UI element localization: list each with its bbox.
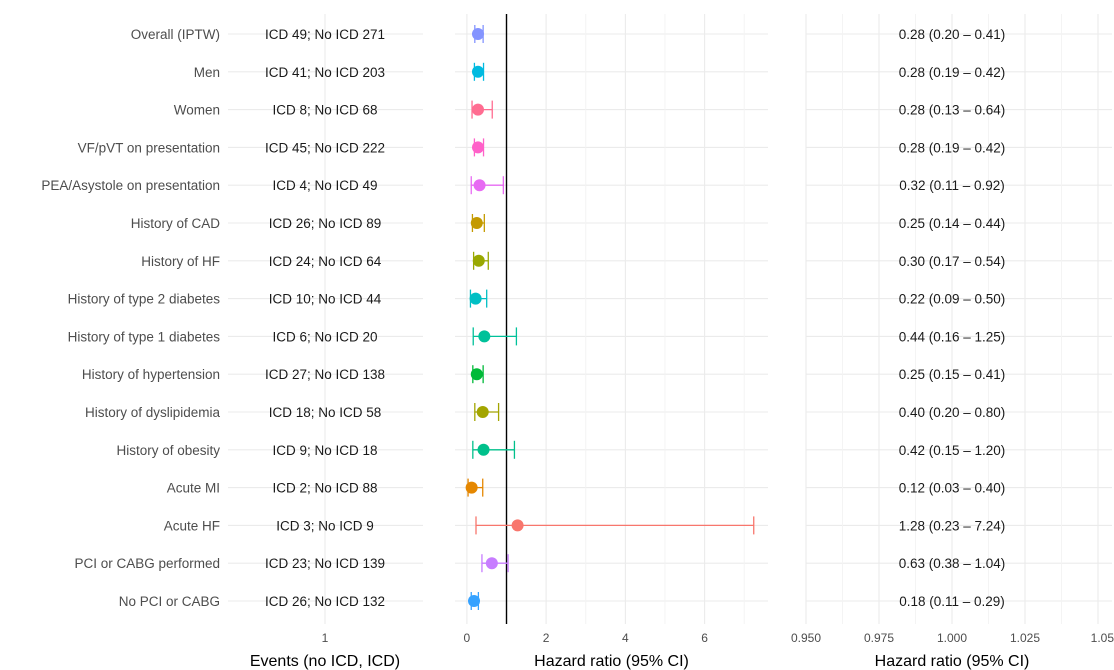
axes-layer: 1 Events (no ICD, ICD) 0 2 4 6 Hazard ratio (9… xyxy=(250,631,1114,670)
events-x-tick-label: 1 xyxy=(322,631,329,645)
events-count-label: ICD 8; No ICD 68 xyxy=(272,103,377,118)
hr-point xyxy=(470,368,483,381)
row-label: History of dyslipidemia xyxy=(85,405,221,420)
hr-ci-label: 0.30 (0.17 – 0.54) xyxy=(899,254,1006,269)
forest-x-tick-label: 0 xyxy=(464,631,471,645)
row-label: Men xyxy=(194,65,220,80)
events-count-label: ICD 18; No ICD 58 xyxy=(269,405,382,420)
hr-point xyxy=(471,141,484,154)
row-label: Acute HF xyxy=(164,518,220,533)
row-label: No PCI or CABG xyxy=(119,594,220,609)
events-count-label: ICD 6; No ICD 20 xyxy=(272,329,377,344)
hr-ci-label: 0.63 (0.38 – 1.04) xyxy=(899,556,1006,571)
hr-point xyxy=(511,519,524,532)
hr-ci-label: 0.28 (0.13 – 0.64) xyxy=(899,103,1006,118)
events-x-axis-title: Events (no ICD, ICD) xyxy=(250,653,400,670)
hr-point xyxy=(471,103,484,116)
hr-x-tick-label: 1.05 xyxy=(1091,631,1114,645)
hr-point xyxy=(472,254,485,267)
row-label: History of type 1 diabetes xyxy=(68,329,221,344)
row-label: PCI or CABG performed xyxy=(74,556,220,571)
row-label: PEA/Asystole on presentation xyxy=(41,178,220,193)
hr-point xyxy=(473,179,486,192)
events-count-label: ICD 41; No ICD 203 xyxy=(265,65,385,80)
hr-ci-label: 0.42 (0.15 – 1.20) xyxy=(899,443,1006,458)
events-count-label: ICD 26; No ICD 89 xyxy=(269,216,382,231)
forest-x-tick-label: 6 xyxy=(701,631,708,645)
grid-layer xyxy=(228,14,1112,624)
hr-point xyxy=(470,217,483,229)
hr-text-panel: 0.28 (0.20 – 0.41) 0.28 (0.19 – 0.42) 0.28… xyxy=(899,27,1006,609)
row-label: History of CAD xyxy=(131,216,221,231)
hr-point xyxy=(478,330,491,343)
events-count-label: ICD 9; No ICD 18 xyxy=(272,443,377,458)
row-label: History of obesity xyxy=(116,443,220,458)
events-count-label: ICD 24; No ICD 64 xyxy=(269,254,382,269)
events-count-label: ICD 4; No ICD 49 xyxy=(272,178,377,193)
hr-point xyxy=(476,406,489,418)
forest-x-axis-title: Hazard ratio (95% CI) xyxy=(534,653,689,670)
hr-point xyxy=(471,65,484,78)
events-count-label: ICD 45; No ICD 222 xyxy=(265,140,385,155)
events-count-label: ICD 49; No ICD 271 xyxy=(265,27,385,42)
hr-point xyxy=(485,557,498,570)
hr-ci-label: 0.28 (0.19 – 0.42) xyxy=(899,65,1006,80)
events-count-label: ICD 23; No ICD 139 xyxy=(265,556,385,571)
row-label: VF/pVT on presentation xyxy=(78,140,220,155)
hr-ci-label: 0.28 (0.20 – 0.41) xyxy=(899,27,1006,42)
forest-x-tick-label: 2 xyxy=(543,631,550,645)
hr-ci-label: 0.28 (0.19 – 0.42) xyxy=(899,140,1006,155)
hr-ci-label: 0.44 (0.16 – 1.25) xyxy=(899,329,1006,344)
row-label: History of HF xyxy=(141,254,220,269)
row-label: Overall (IPTW) xyxy=(131,27,220,42)
row-label: Women xyxy=(174,103,220,118)
events-count-label: ICD 27; No ICD 138 xyxy=(265,367,385,382)
hr-ci-label: 0.40 (0.20 – 0.80) xyxy=(899,405,1006,420)
hr-point xyxy=(471,28,484,40)
forest-panel xyxy=(465,14,755,624)
events-count-label: ICD 10; No ICD 44 xyxy=(269,292,382,307)
events-count-label: ICD 3; No ICD 9 xyxy=(276,518,374,533)
hr-ci-label: 0.32 (0.11 – 0.92) xyxy=(899,178,1005,193)
hr-x-tick-label: 1.025 xyxy=(1010,631,1040,645)
hr-point xyxy=(465,481,478,494)
hr-ci-label: 1.28 (0.23 – 7.24) xyxy=(899,518,1006,533)
forest-x-tick-label: 4 xyxy=(622,631,629,645)
hr-ci-label: 0.12 (0.03 – 0.40) xyxy=(899,481,1006,496)
events-count-label: ICD 2; No ICD 88 xyxy=(272,481,377,496)
events-panel: Overall (IPTW) ICD 49; No ICD 271 Men ICD 4… xyxy=(41,27,385,609)
row-label: History of type 2 diabetes xyxy=(68,292,221,307)
hr-point xyxy=(477,443,490,456)
hr-ci-label: 0.22 (0.09 – 0.50) xyxy=(899,292,1006,307)
hr-x-tick-label: 1.000 xyxy=(937,631,967,645)
hr-ci-label: 0.18 (0.11 – 0.29) xyxy=(899,594,1005,609)
hr-ci-label: 0.25 (0.14 – 0.44) xyxy=(899,216,1006,231)
hr-point xyxy=(469,292,482,305)
hr-ci-label: 0.25 (0.15 – 0.41) xyxy=(899,367,1006,382)
hr-x-tick-label: 0.950 xyxy=(791,631,821,645)
row-label: Acute MI xyxy=(167,481,220,496)
row-label: History of hypertension xyxy=(82,367,220,382)
events-count-label: ICD 26; No ICD 132 xyxy=(265,594,385,609)
hr-x-axis-title: Hazard ratio (95% CI) xyxy=(875,653,1030,670)
hr-point xyxy=(468,595,481,607)
hr-x-tick-label: 0.975 xyxy=(864,631,894,645)
